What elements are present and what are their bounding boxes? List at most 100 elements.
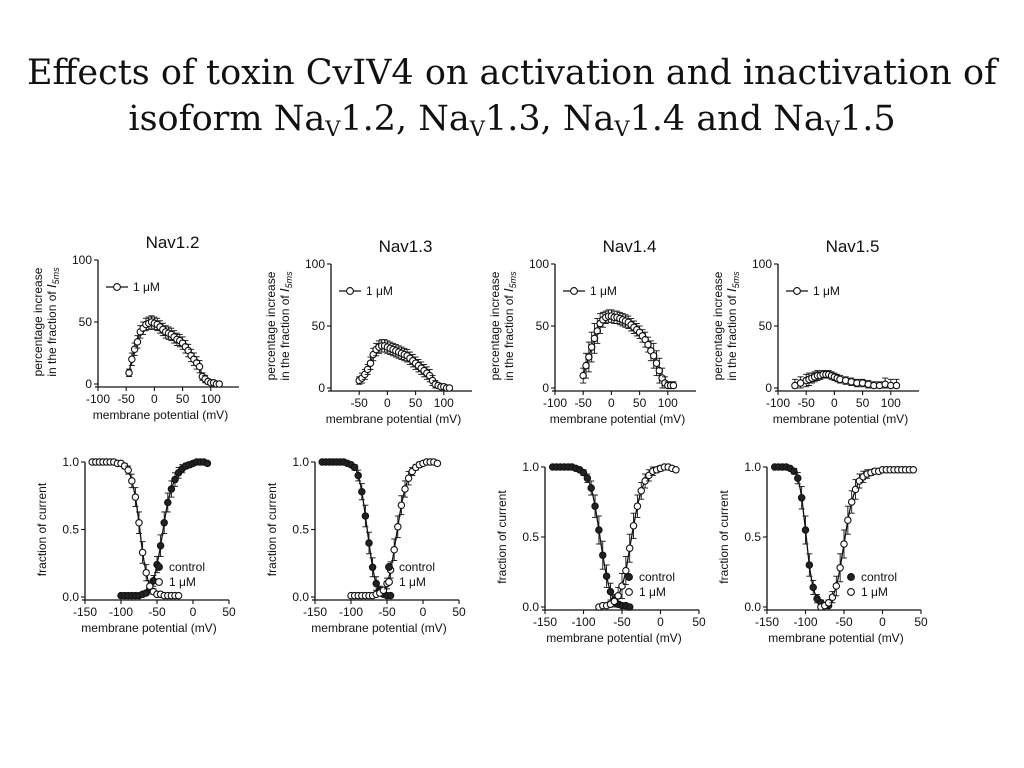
series-toxin xyxy=(347,458,442,600)
data-point xyxy=(625,603,634,611)
data-point xyxy=(394,523,402,531)
x-tick-label: -50 xyxy=(378,605,396,619)
data-point xyxy=(582,361,590,370)
y-axis-label: fraction of current xyxy=(35,482,49,576)
legend-label: 1 μM xyxy=(861,585,888,599)
data-point xyxy=(397,501,406,509)
title-text: isoform Na xyxy=(128,99,326,139)
x-axis-label: membrane potential (mV) xyxy=(311,621,446,635)
y-tick-label: 100 xyxy=(529,257,549,271)
data-point xyxy=(797,494,806,502)
series-control xyxy=(770,463,833,610)
x-tick-label: -100 xyxy=(543,396,567,410)
data-point xyxy=(128,355,136,363)
x-axis-label: membrane potential (mV) xyxy=(326,412,461,426)
legend-label: 1 μM xyxy=(813,284,840,298)
x-tick-label: 50 xyxy=(914,615,928,629)
data-point xyxy=(591,502,599,510)
title-subscript: V xyxy=(824,117,840,141)
data-point xyxy=(790,467,798,475)
legend-marker xyxy=(570,287,578,295)
data-point xyxy=(625,544,634,552)
y-tick-label: 0.0 xyxy=(62,590,79,604)
chart-title: Nav1.4 xyxy=(603,237,657,256)
y-tick-label: 100 xyxy=(752,257,772,271)
x-axis-label: membrane potential (mV) xyxy=(773,412,908,426)
data-point xyxy=(629,522,638,530)
data-point xyxy=(599,551,607,559)
data-point xyxy=(590,334,599,343)
x-tick-label: 0 xyxy=(384,396,391,410)
x-tick-label: 0 xyxy=(879,615,886,629)
data-point xyxy=(606,587,615,596)
data-point xyxy=(156,541,165,550)
y-tick-label: 50 xyxy=(536,319,550,333)
title-text: 1.4 and Na xyxy=(629,99,825,139)
x-tick-label: 0 xyxy=(420,605,427,619)
data-point xyxy=(433,459,442,468)
y-tick-label: 0 xyxy=(85,377,92,391)
data-point xyxy=(844,516,852,524)
series-control xyxy=(318,458,395,600)
data-point xyxy=(361,512,370,520)
data-point xyxy=(847,498,856,506)
legend-marker xyxy=(793,287,801,295)
fit-curve xyxy=(92,461,179,597)
y-axis-label: fraction of current xyxy=(717,490,731,584)
data-point xyxy=(130,345,139,354)
data-point xyxy=(368,563,377,572)
data-point xyxy=(354,471,362,480)
y-tick-label: 0 xyxy=(542,381,549,395)
data-point xyxy=(379,586,388,595)
legend-label: control xyxy=(399,560,435,574)
data-point xyxy=(652,359,661,367)
y-tick-label: 0.0 xyxy=(744,600,761,614)
y-tick-label: 1.0 xyxy=(522,460,539,474)
data-point xyxy=(386,591,395,600)
y-tick-label: 0.5 xyxy=(744,530,761,544)
y-axis-label: fraction of current xyxy=(495,490,509,584)
data-point xyxy=(390,546,398,554)
title-subscript: V xyxy=(614,117,630,141)
y-tick-label: 100 xyxy=(305,257,325,271)
legend-label: 1 μM xyxy=(133,280,160,294)
series-toxin xyxy=(355,339,454,392)
x-tick-label: 50 xyxy=(633,396,647,410)
y-tick-label: 50 xyxy=(312,319,326,333)
data-point xyxy=(401,485,409,493)
x-tick-label: 50 xyxy=(409,396,423,410)
data-point xyxy=(583,474,592,482)
data-point xyxy=(164,498,172,507)
y-axis-label: percentage increase xyxy=(31,267,45,376)
y-tick-label: 50 xyxy=(759,319,773,333)
x-axis-label: membrane potential (mV) xyxy=(550,412,685,426)
x-tick-label: -100 xyxy=(86,392,110,406)
y-tick-label: 0 xyxy=(318,381,325,395)
inactivation-chart-nav1-3: 0.0 0.5 1.0 -150 -100 -50 0 50 membrane potentia… xyxy=(260,450,466,645)
data-point xyxy=(131,493,140,501)
data-point xyxy=(851,485,860,494)
x-tick-label: -150 xyxy=(73,605,97,619)
x-tick-label: -150 xyxy=(533,615,557,629)
data-point xyxy=(365,539,373,547)
data-point xyxy=(142,568,150,577)
data-point xyxy=(832,582,841,590)
x-axis-label: membrane potential (mV) xyxy=(93,408,228,422)
y-tick-label: 100 xyxy=(72,253,92,267)
chart-title: Nav1.5 xyxy=(826,237,880,256)
legend-label: 1 μM xyxy=(590,284,617,298)
data-point xyxy=(644,340,652,349)
title-subscript: V xyxy=(325,117,341,141)
data-point xyxy=(404,474,413,482)
data-point xyxy=(133,338,142,346)
data-point xyxy=(633,502,642,510)
y-axis-label: in the fraction of I5ms xyxy=(277,271,294,381)
x-tick-label: 0 xyxy=(190,605,197,619)
legend-marker xyxy=(385,578,393,586)
y-tick-label: 0.5 xyxy=(62,523,79,537)
x-axis-label: membrane potential (mV) xyxy=(546,631,681,645)
y-axis-label: percentage increase xyxy=(711,271,725,380)
data-point xyxy=(215,380,224,388)
series-toxin xyxy=(88,458,183,600)
data-point xyxy=(366,359,375,367)
